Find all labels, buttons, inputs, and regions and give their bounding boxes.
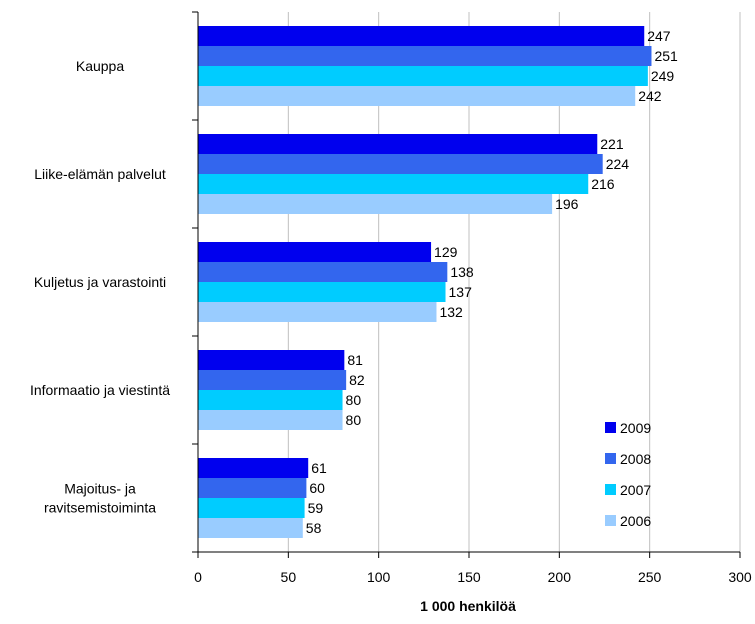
legend-label: 2008 <box>620 451 651 467</box>
legend-swatch <box>605 422 616 433</box>
bar-2009 <box>198 134 598 154</box>
data-label: 247 <box>647 28 671 44</box>
data-label: 61 <box>311 460 327 476</box>
data-label: 242 <box>638 88 662 104</box>
x-axis-title: 1 000 henkilöä <box>420 598 516 614</box>
x-tick-label: 100 <box>367 569 391 585</box>
bar-2007 <box>198 282 446 302</box>
bar-2009 <box>198 350 345 370</box>
data-label: 81 <box>347 352 363 368</box>
category-label: Majoitus- ja ravitsemistoiminta <box>44 481 156 516</box>
data-label: 138 <box>450 264 474 280</box>
x-tick-label: 200 <box>548 569 572 585</box>
bar-2008 <box>198 154 603 174</box>
data-label: 221 <box>600 136 624 152</box>
data-label: 224 <box>606 156 630 172</box>
data-label: 132 <box>439 304 463 320</box>
legend: 2009 2008 2007 2006 <box>605 420 651 529</box>
bar-2008 <box>198 370 347 390</box>
bar-2009 <box>198 242 432 262</box>
bar-2008 <box>198 46 652 66</box>
data-label: 137 <box>449 284 473 300</box>
legend-swatch <box>605 515 616 526</box>
bar-2009 <box>198 458 309 478</box>
category-label: Kauppa <box>76 58 124 74</box>
data-label: 216 <box>591 176 615 192</box>
bar-2007 <box>198 390 343 410</box>
x-tick-label: 300 <box>728 569 752 585</box>
data-label: 60 <box>309 480 325 496</box>
bar-2006 <box>198 86 636 106</box>
legend-label: 2007 <box>620 482 651 498</box>
bar-2006 <box>198 410 343 430</box>
data-label: 129 <box>434 244 458 260</box>
legend-label: 2009 <box>620 420 651 436</box>
data-label: 196 <box>555 196 579 212</box>
category-label: Kuljetus ja varastointi <box>34 274 166 290</box>
data-label: 58 <box>306 520 322 536</box>
bar-2008 <box>198 478 307 498</box>
bar-2009 <box>198 26 645 46</box>
data-label: 82 <box>349 372 365 388</box>
legend-swatch <box>605 484 616 495</box>
data-label: 80 <box>346 392 362 408</box>
bar-2007 <box>198 498 305 518</box>
x-tick-label: 250 <box>638 569 662 585</box>
bar-2006 <box>198 302 437 322</box>
bar-2007 <box>198 174 589 194</box>
data-labels: 247 251 249 242 221 224 216 196 129 138 137 132 81 82… <box>306 28 678 536</box>
legend-swatch <box>605 453 616 464</box>
data-label: 251 <box>654 48 678 64</box>
data-label: 80 <box>346 412 362 428</box>
data-label: 249 <box>651 68 675 84</box>
category-label: Liike-elämän palvelut <box>34 166 166 182</box>
x-tick-label: 50 <box>281 569 297 585</box>
category-label: Informaatio ja viestintä <box>30 382 170 398</box>
bar-2007 <box>198 66 648 86</box>
bar-2008 <box>198 262 448 282</box>
bars <box>198 26 652 538</box>
x-tick-label: 150 <box>457 569 481 585</box>
legend-label: 2006 <box>620 513 651 529</box>
data-label: 59 <box>308 500 324 516</box>
axes: 0 50 100 150 200 250 300 Kauppa Liike-elämän pal… <box>30 11 752 585</box>
bar-2006 <box>198 194 553 214</box>
bar-2006 <box>198 518 303 538</box>
x-tick-label: 0 <box>194 569 202 585</box>
